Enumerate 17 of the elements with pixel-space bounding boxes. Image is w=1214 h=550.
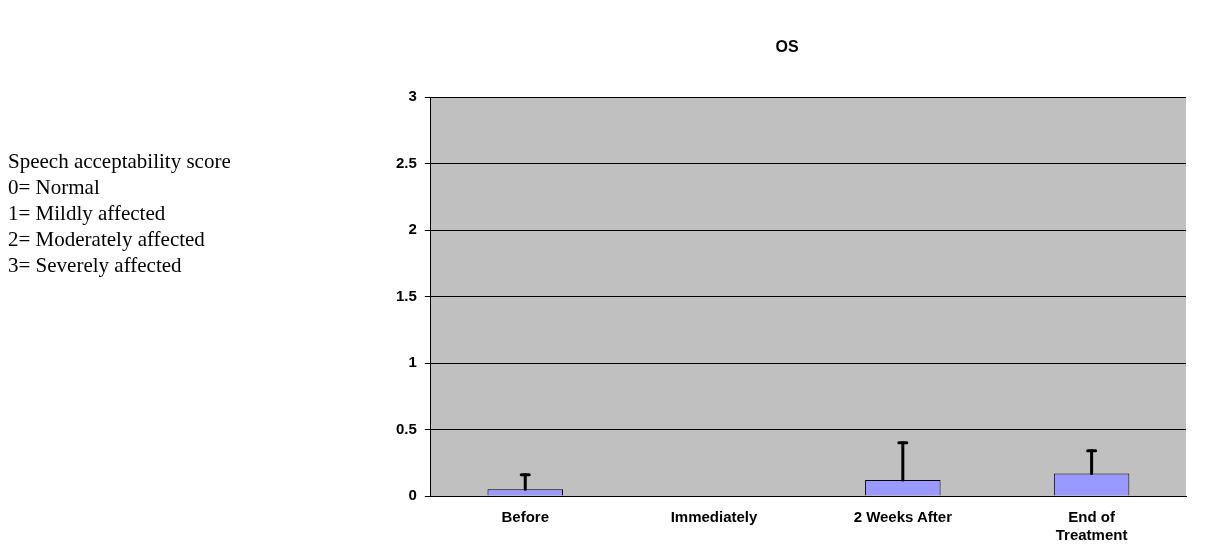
text: Speech acceptability score	[8, 148, 232, 174]
x-tick-label: Before	[501, 508, 549, 526]
x-tick-label: Immediately	[670, 508, 759, 526]
y-tick-label: 2.5	[395, 153, 417, 171]
x-tick-label: 2 Weeks After	[853, 508, 953, 526]
text: 1= Mildly affected	[8, 200, 167, 226]
y-tick-label: 2	[408, 220, 417, 238]
y-tick-label: 0.5	[395, 419, 417, 437]
y-tick-label: 0	[408, 486, 417, 504]
y-tick-label: 1.5	[395, 286, 417, 304]
y-tick-label: 1	[408, 353, 417, 371]
text: 2= Moderately affected	[8, 226, 206, 252]
chart-title: OS	[775, 38, 799, 56]
text: 3= Severely affected	[8, 252, 183, 278]
y-tick-label: 3	[408, 87, 417, 105]
text: 0= Normal	[8, 174, 101, 200]
x-tick-label: End of Treatment	[1055, 508, 1128, 544]
